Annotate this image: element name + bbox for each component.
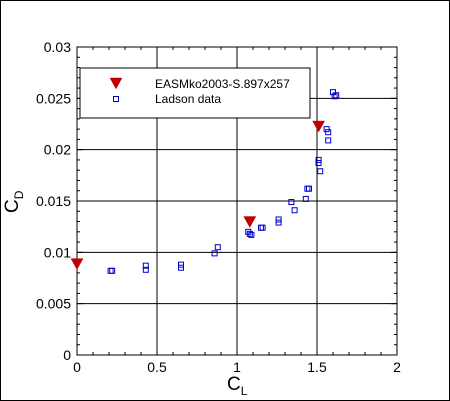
x-axis-title-main: C — [227, 374, 241, 395]
data-point-square — [142, 266, 149, 273]
x-tick-label: 0 — [73, 359, 81, 375]
data-point-square — [306, 185, 312, 192]
data-point-square — [178, 264, 184, 271]
y-tick-label: 0 — [63, 347, 71, 363]
x-tick-label: 2 — [393, 359, 401, 375]
y-tick-label: 0.01 — [44, 244, 71, 260]
data-point-square — [315, 160, 322, 167]
data-point-square — [211, 250, 218, 257]
data-point-square — [107, 267, 114, 274]
x-tick-label: 0.5 — [147, 359, 167, 375]
y-tick-label: 0.02 — [44, 142, 71, 158]
series-2 — [107, 89, 340, 274]
data-point-square — [275, 216, 282, 223]
tick-labels: 0 0.5 1 1.5 2 0 0.005 0.01 0.015 0.02 0.025 0.03 — [36, 39, 401, 375]
data-points — [70, 89, 340, 274]
data-point-square — [109, 267, 116, 274]
data-point-square — [178, 261, 184, 268]
data-point-square — [288, 199, 295, 206]
y-tick-label: 0.03 — [44, 39, 71, 55]
data-point-square — [330, 89, 336, 96]
data-point-square — [258, 224, 264, 231]
legend-box — [79, 67, 311, 119]
x-tick-label: 1.5 — [307, 359, 327, 375]
y-tick-label: 0.005 — [36, 296, 71, 312]
data-point-square — [317, 168, 324, 175]
x-axis-title-subscript: L — [241, 384, 248, 398]
data-point-triangle — [70, 258, 84, 270]
data-point-square — [259, 224, 266, 231]
data-point-square — [142, 262, 149, 269]
data-point-square — [331, 93, 338, 100]
y-tick-label: 0.025 — [36, 90, 71, 106]
legend-label: Ladson data — [155, 92, 221, 106]
legend-marker-square — [113, 96, 119, 102]
data-point-square — [214, 244, 221, 251]
y-tick-label: 0.015 — [36, 193, 71, 209]
y-axis-title: CD — [2, 190, 26, 213]
legend-marker-triangle — [109, 77, 123, 90]
data-point-triangle — [243, 216, 257, 228]
legend-label: EASMko2003-S.897x257 — [155, 77, 290, 91]
data-point-square — [302, 195, 309, 202]
data-point-square — [325, 129, 332, 136]
data-point-square — [304, 185, 311, 192]
y-axis-title-subscript: D — [12, 190, 26, 199]
data-point-square — [248, 231, 255, 238]
x-tick-label: 1 — [233, 359, 241, 375]
data-point-square — [323, 126, 330, 133]
data-point-square — [275, 219, 282, 226]
x-axis-title: CL — [227, 374, 248, 398]
data-point-square — [291, 207, 298, 214]
axis-ticks — [76, 46, 398, 356]
data-point-square — [333, 92, 340, 99]
data-point-triangle — [312, 120, 326, 133]
y-axis-title-main: C — [2, 199, 23, 213]
series-1 — [70, 120, 326, 270]
data-point-square — [315, 156, 322, 163]
data-point-square — [325, 137, 332, 144]
data-point-square — [246, 230, 253, 237]
